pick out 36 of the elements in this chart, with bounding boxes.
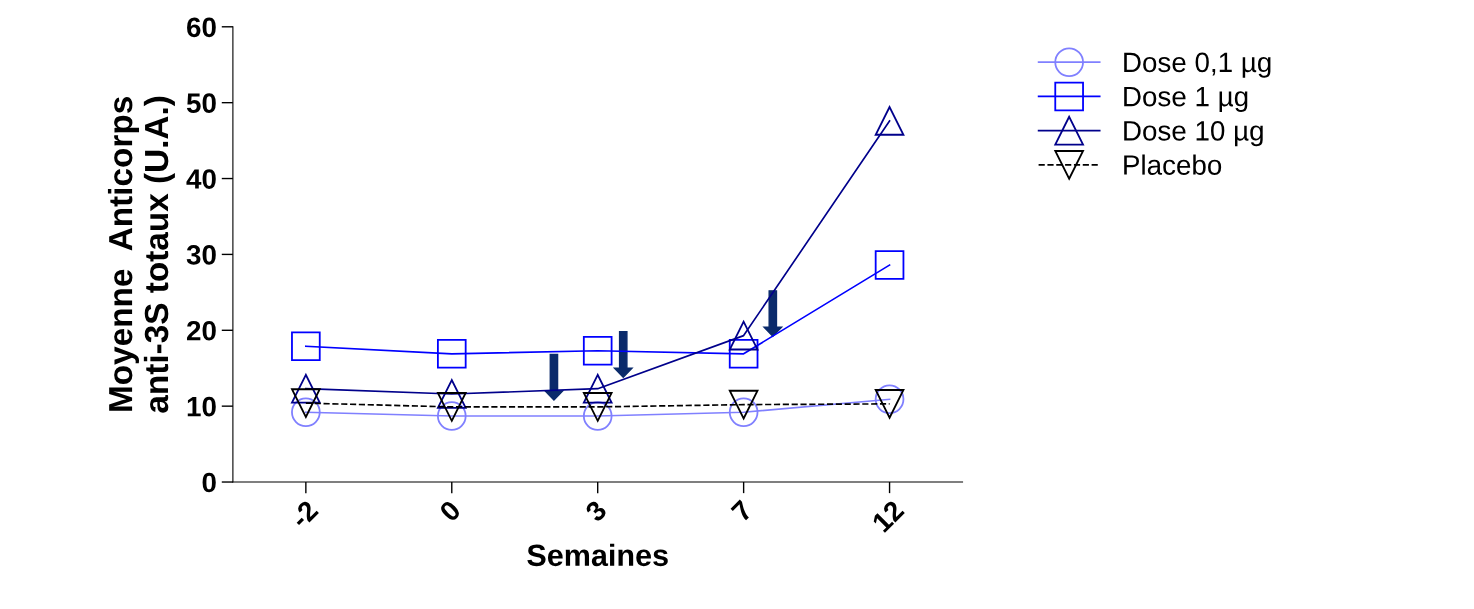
point	[728, 320, 759, 351]
y-tick-label: 0	[202, 472, 216, 493]
point	[582, 401, 613, 431]
point	[874, 106, 905, 136]
point	[436, 392, 467, 422]
point	[728, 397, 759, 428]
y-axis-title: Moyenne Anticorps anti-3S totaux (U.A.)	[107, 96, 175, 413]
point	[291, 373, 321, 404]
y-tick-label: 60	[187, 17, 216, 38]
y-tick-label: 40	[186, 169, 216, 189]
x-tick-label: 3	[584, 499, 608, 523]
legend-label: Dose 10 µg	[1124, 120, 1263, 147]
y-tick-label: 10	[187, 396, 216, 417]
point	[728, 389, 759, 420]
x-tick-label: 0	[438, 499, 462, 523]
legend-label: Placebo	[1124, 154, 1222, 175]
point	[291, 331, 321, 362]
legend-label: Dose 0,1 µg	[1124, 52, 1271, 78]
point	[582, 335, 613, 366]
y-tick-label: 50	[186, 93, 216, 114]
point	[436, 339, 467, 369]
point	[291, 388, 321, 418]
y-tick-label: 20	[186, 320, 216, 341]
point	[582, 373, 613, 404]
legend-label: Dose 1 µg	[1124, 87, 1248, 112]
point	[874, 250, 905, 280]
x-tick-label: 7	[730, 499, 754, 523]
point	[582, 392, 613, 422]
point	[728, 339, 759, 369]
point	[291, 397, 321, 428]
x-tick-label: 12	[871, 499, 905, 533]
point	[436, 379, 467, 409]
y-tick-label: 30	[186, 245, 216, 265]
point	[436, 401, 467, 431]
x-tick-label: -2	[289, 499, 319, 529]
x-axis-title: Semaines	[527, 543, 668, 567]
